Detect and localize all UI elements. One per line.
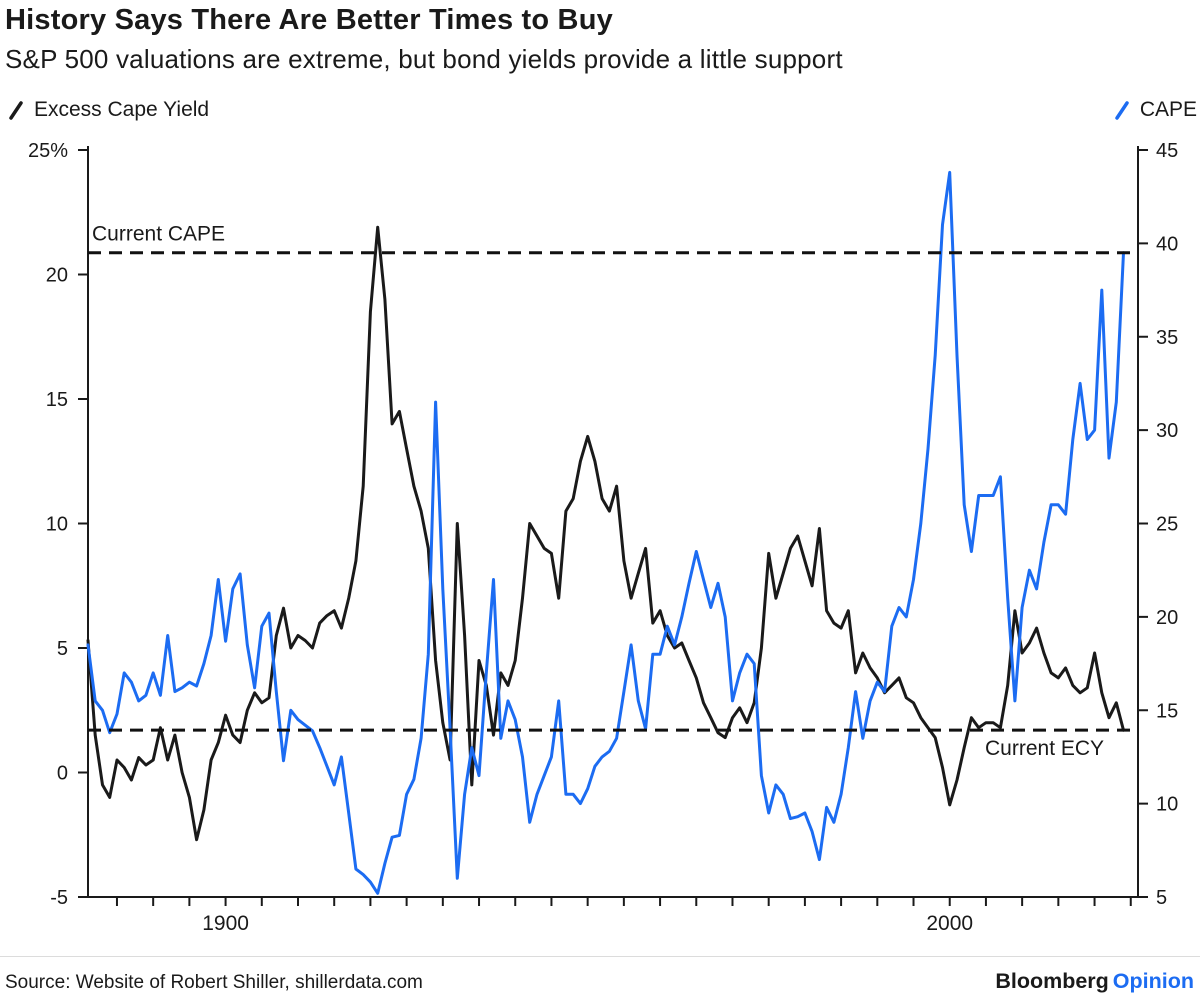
series-line-cape (86, 170, 1125, 895)
branding: Bloomberg Opinion (995, 969, 1194, 994)
series-line-excess-cape-yield (86, 225, 1125, 842)
brand-bloomberg: Bloomberg (995, 969, 1109, 993)
legend-excess-cape-yield: Excess Cape Yield (8, 98, 209, 122)
source-text: Source: Website of Robert Shiller, shill… (5, 972, 423, 993)
left-axis-tick-label: -5 (50, 887, 68, 909)
right-axis-tick-label: 35 (1156, 327, 1178, 349)
footer-divider (0, 956, 1200, 957)
chart-title: History Says There Are Better Times to B… (5, 4, 613, 36)
left-axis-tick-label: 5 (57, 638, 68, 660)
legend-cape-label: CAPE (1139, 98, 1197, 121)
annotation-label-current-ecy: Current ECY (985, 737, 1104, 760)
ecy-legend-slash-icon (9, 100, 23, 120)
legend-ecy-label: Excess Cape Yield (34, 98, 210, 121)
left-axis-tick-label: 20 (46, 265, 68, 287)
right-axis-tick-label: 5 (1156, 887, 1167, 909)
right-axis-tick-label: 15 (1156, 700, 1178, 722)
left-axis-tick-label: 25% (28, 140, 68, 162)
chart-subtitle: S&P 500 valuations are extreme, but bond… (5, 44, 843, 74)
left-axis-tick-label: 10 (46, 514, 68, 536)
left-axis-tick-label: 15 (46, 389, 68, 411)
right-axis-tick-label: 20 (1156, 607, 1178, 629)
right-axis-tick-label: 25 (1156, 514, 1178, 536)
legend-cape: CAPE (1114, 98, 1197, 122)
right-axis-tick-label: 30 (1156, 420, 1178, 442)
annotation-label-current-cape: Current CAPE (92, 223, 225, 246)
right-axis-tick-label: 45 (1156, 140, 1178, 162)
x-axis-tick-label: 1900 (202, 912, 249, 935)
brand-opinion: Opinion (1112, 969, 1194, 993)
cape-legend-slash-icon (1115, 100, 1129, 120)
left-axis-tick-label: 0 (57, 763, 68, 785)
right-axis-tick-label: 10 (1156, 794, 1178, 816)
x-axis-tick-label: 2000 (926, 912, 973, 935)
right-axis-tick-label: 40 (1156, 233, 1178, 255)
